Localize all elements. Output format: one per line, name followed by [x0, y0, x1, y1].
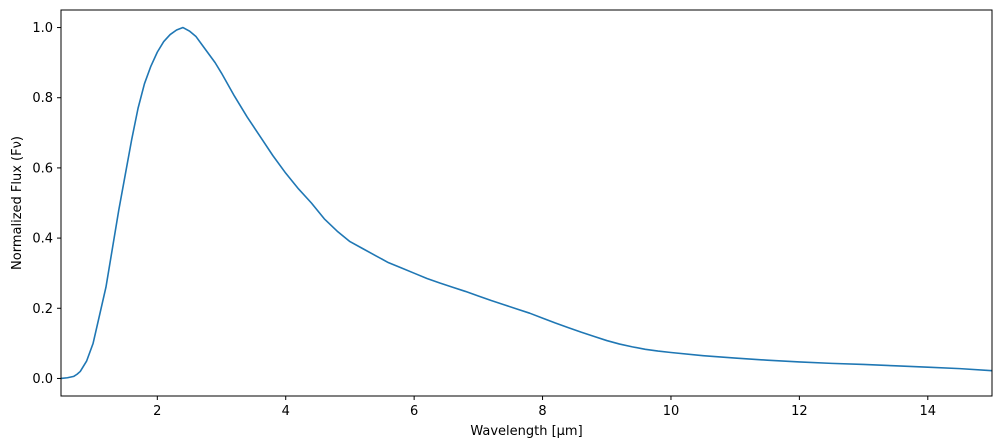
y-tick-label: 0.2 — [32, 302, 53, 317]
x-tick-label: 12 — [791, 404, 808, 419]
x-tick-label: 2 — [153, 404, 161, 419]
x-tick-label: 6 — [410, 404, 418, 419]
y-tick-label: 0.4 — [32, 232, 53, 247]
plot-area-frame — [60, 9, 993, 397]
x-tick-label: 8 — [538, 404, 546, 419]
x-tick-label: 14 — [920, 404, 937, 419]
x-tick-label: 10 — [663, 404, 680, 419]
series-line — [61, 26, 992, 380]
y-tick-label: 0.6 — [32, 161, 53, 176]
y-axis-label: Normalized Flux (Fν) — [10, 136, 25, 270]
x-tick-label: 4 — [282, 404, 290, 419]
series-group — [61, 26, 992, 380]
y-tick-label: 0.8 — [32, 91, 53, 106]
y-tick-label: 1.0 — [32, 21, 53, 36]
plot-area-background — [61, 10, 992, 396]
x-axis-label: Wavelength [μm] — [470, 424, 582, 439]
y-axis-ticks: 0.0 0.2 0.4 0.6 0.8 1.0 — [32, 21, 61, 387]
x-axis-ticks: 2 4 6 8 10 12 14 — [153, 396, 936, 419]
y-tick-label: 0.0 — [32, 372, 53, 387]
